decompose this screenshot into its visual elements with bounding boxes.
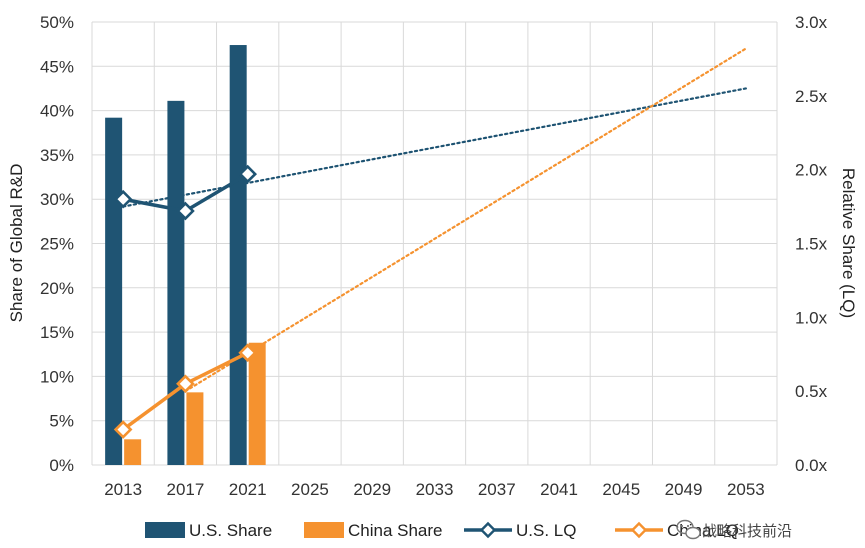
x-tick-label: 2033 (416, 480, 454, 499)
left-tick-label: 15% (40, 323, 74, 342)
legend-label: China LQ (667, 521, 739, 540)
left-tick-label: 40% (40, 102, 74, 121)
lq-lines (113, 164, 258, 439)
left-tick-label: 0% (49, 456, 74, 475)
bar (186, 392, 204, 465)
right-tick-label: 3.0x (795, 13, 828, 32)
right-tick-label: 0.0x (795, 456, 828, 475)
left-tick-label: 45% (40, 57, 74, 76)
legend-marker (630, 521, 648, 539)
x-axis: 2013 2017 2021 2025 2029 2033 2037 2041 2045 2049… (104, 480, 765, 499)
x-tick-label: 2049 (665, 480, 703, 499)
legend-swatch (145, 522, 185, 538)
x-tick-label: 2017 (166, 480, 204, 499)
lq-point (176, 201, 195, 221)
x-tick-label: 2029 (353, 480, 391, 499)
lq-point (113, 189, 133, 209)
right-axis-title: Relative Share (LQ) (839, 168, 858, 318)
right-tick-label: 2.5x (795, 87, 828, 106)
right-tick-label: 1.0x (795, 308, 828, 327)
left-tick-label: 35% (40, 146, 74, 165)
left-tick-label: 10% (40, 367, 74, 386)
bar (229, 45, 247, 465)
legend-label: U.S. Share (189, 521, 272, 540)
left-tick-label: 50% (40, 13, 74, 32)
right-tick-label: 1.5x (795, 235, 828, 254)
x-tick-label: 2053 (727, 480, 765, 499)
x-tick-label: 2021 (229, 480, 267, 499)
wechat-icon (676, 519, 701, 540)
lq-point (238, 164, 258, 184)
right-axis: 0.0x 0.5x 1.0x 1.5x 2.0x 2.5x 3.0x (795, 13, 828, 475)
bar (248, 342, 266, 465)
left-tick-label: 25% (40, 235, 74, 254)
bar (105, 117, 123, 466)
legend-marker (479, 521, 497, 539)
left-tick-label: 20% (40, 279, 74, 298)
lq-point (238, 343, 258, 363)
bar (167, 100, 185, 465)
x-tick-label: 2037 (478, 480, 516, 499)
x-tick-label: 2025 (291, 480, 329, 499)
left-tick-label: 5% (49, 412, 74, 431)
watermark-text: 战略科技前沿 (702, 522, 792, 540)
bars (105, 45, 266, 466)
watermark: 战略科技前沿 (676, 519, 792, 540)
legend: U.S. Share China Share U.S. LQ China LQ (145, 521, 739, 540)
grid (91, 21, 778, 466)
legend-label: China Share (348, 521, 443, 540)
lq-point (113, 420, 133, 439)
x-tick-label: 2045 (602, 480, 640, 499)
legend-swatch (304, 522, 344, 538)
right-tick-label: 2.0x (795, 161, 828, 180)
trendline (184, 47, 747, 393)
legend-label: U.S. LQ (516, 521, 576, 540)
bar (124, 439, 142, 465)
x-tick-label: 2013 (104, 480, 142, 499)
left-axis: 0% 5% 10% 15% 20% 25% 30% 35% 40% 45% 50% (40, 13, 74, 475)
x-tick-label: 2041 (540, 480, 578, 499)
lq-point (176, 374, 195, 394)
left-tick-label: 30% (40, 190, 74, 209)
right-tick-label: 0.5x (795, 382, 828, 401)
left-axis-title: Share of Global R&D (7, 164, 26, 323)
